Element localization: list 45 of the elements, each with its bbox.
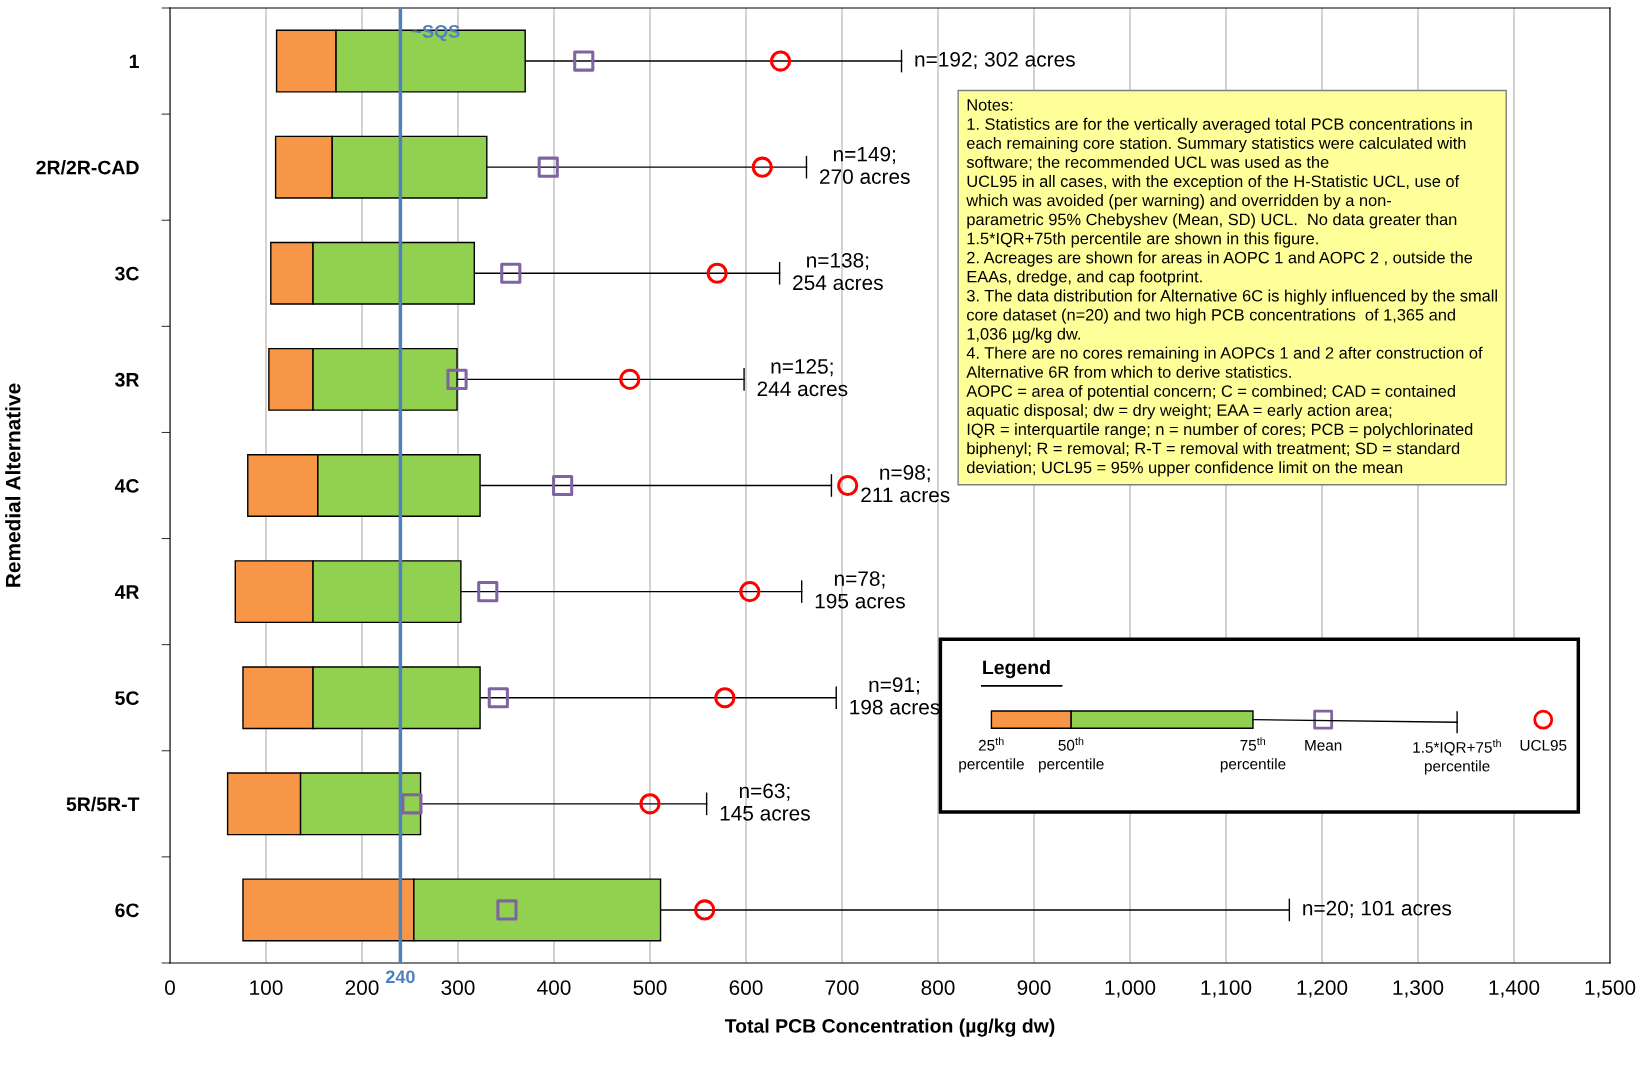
x-tick-label: 800 bbox=[921, 980, 955, 995]
x-tick-label: 400 bbox=[537, 980, 571, 995]
annotation: n=98; 211 acres bbox=[861, 465, 950, 503]
x-tick-label: 1,400 bbox=[1489, 980, 1540, 998]
x-axis-title: Total PCB Concentration (µg/kg dw) bbox=[724, 1018, 1055, 1037]
x-tick-label: 1,300 bbox=[1393, 980, 1444, 998]
y-tick-label: 4C bbox=[114, 478, 139, 493]
y-tick-label: 5R/5R-T bbox=[66, 796, 140, 812]
y-tick-label: 1 bbox=[129, 54, 139, 69]
text: 240 bbox=[385, 970, 415, 984]
x-tick-label: 300 bbox=[441, 980, 475, 995]
legend-label: Mean bbox=[1305, 740, 1342, 751]
text: Notes: 1. Statistics are for the vertically averaged total PCB concentrations in each remaining core station. Summary statistics were calculated with software; the recommended UCL was used as the UCL95 in all cases, with the exception of the H-Statistic UCL, use of which was avoided (per warning) and overridden by a non- parametric 95% Chebyshev (Mean, SD) UCL. No data greater than 1.5*IQR+75th percentile are shown in this figure. 2. Acreages are shown for areas in AOPC 1 and AOPC 2 , outside the EAAs, dredge, and cap footprint. 3. The data distribution for Alternative 6C is highly influenced by the small core dataset (n=20) and two high PCB concentrations of 1,365 and 1,036 µg/kg dw. 4. There are no cores remaining in AOPCs 1 and 2 after construction of Alternative 6R from which to derive statistics. AOPC = area of potential concern; C = combined; CAD = contained aquatic disposal; dw = dry weight; EAA = early action area; IQR = interquartile range; n = number of cores; PCB = polychlorinated biphenyl; R = removal; R-T = removal with treatment; SD = standard deviation; UCL95 = 95% upper confidence limit on the mean bbox=[966, 99, 1497, 477]
x-tick-label: 0 bbox=[165, 980, 175, 995]
x-tick-label: 700 bbox=[825, 980, 859, 995]
y-tick-label: 4R bbox=[114, 585, 140, 599]
text: 1.5*IQR+75$^{th}$ percentile bbox=[1413, 739, 1501, 775]
y-axis-title: Remedial Alternative bbox=[5, 383, 21, 587]
legend-title: Legend bbox=[983, 660, 1050, 679]
x-tick-label: 900 bbox=[1017, 980, 1051, 995]
y-tick-label: 2R/2R-CAD bbox=[36, 160, 139, 175]
annotation: n=63; 145 acres bbox=[720, 783, 810, 821]
x-tick-label: 1,500 bbox=[1585, 980, 1636, 998]
y-tick-label: 5C bbox=[115, 691, 139, 705]
x-tick-label: 1,100 bbox=[1201, 980, 1252, 998]
annotation: n=91; 198 acres bbox=[850, 677, 940, 715]
y-tick-label: 6C bbox=[115, 903, 139, 918]
annotation: n=192; 302 acres bbox=[915, 51, 1075, 70]
annotation: n=78; 195 acres bbox=[815, 571, 905, 609]
x-tick-label: 600 bbox=[729, 980, 763, 995]
text: 25$^{th}$ percentile bbox=[959, 737, 1024, 773]
x-tick-label: 500 bbox=[633, 980, 667, 995]
annotation: n=20; 101 acres bbox=[1303, 900, 1452, 918]
y-tick-label: 3R bbox=[115, 372, 140, 387]
y-tick-label: 3C bbox=[115, 266, 139, 281]
annotation: n=125; 244 acres bbox=[757, 359, 848, 397]
text: 50$^{th}$ percentile bbox=[1039, 737, 1104, 773]
legend-label: UCL95 bbox=[1520, 739, 1567, 751]
annotation: n=138; 254 acres bbox=[793, 252, 883, 291]
text: 75$^{th}$ percentile bbox=[1220, 737, 1286, 773]
x-tick-label: 1,000 bbox=[1105, 980, 1156, 998]
annotation: n=149; 270 acres bbox=[820, 146, 910, 184]
x-tick-label: 100 bbox=[250, 980, 283, 995]
x-tick-label: 200 bbox=[345, 980, 379, 995]
x-tick-label: 1,200 bbox=[1297, 980, 1348, 998]
